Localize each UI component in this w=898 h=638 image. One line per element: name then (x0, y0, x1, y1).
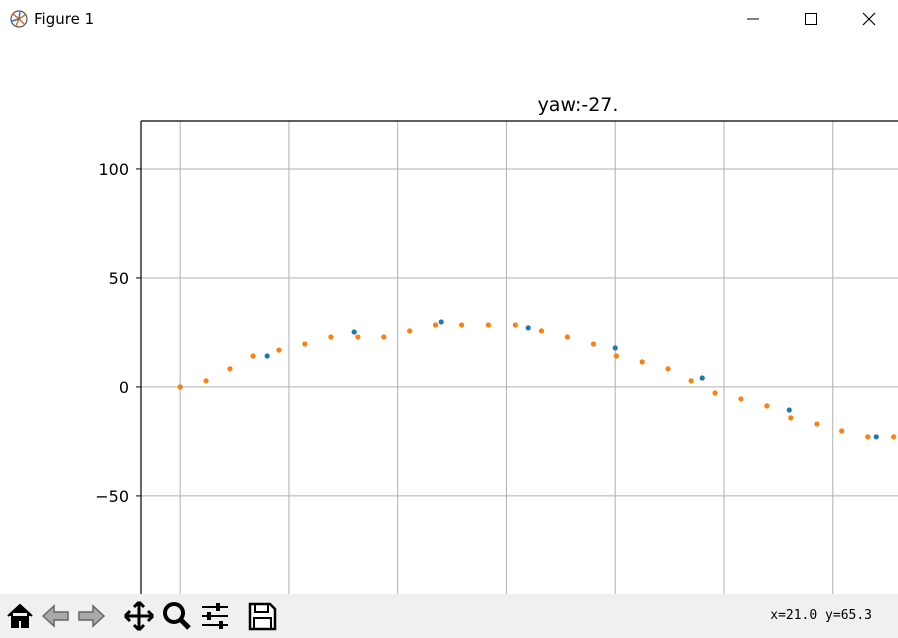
title-bar: Figure 1 (0, 0, 898, 38)
data-point (432, 322, 439, 328)
y-tick-label: 0 (119, 378, 129, 397)
data-point (788, 415, 794, 421)
data-point (865, 434, 871, 440)
data-point (839, 428, 845, 434)
maximize-button[interactable] (801, 9, 821, 29)
data-point (873, 434, 879, 440)
data-point (712, 390, 718, 396)
data-point (250, 353, 256, 359)
home-button[interactable] (3, 599, 37, 633)
chart-title: yaw:-27. (538, 94, 619, 116)
forward-button[interactable] (74, 599, 108, 633)
data-point (538, 328, 545, 334)
toolbar: x=21.0 y=65.3 (0, 594, 898, 638)
data-point (203, 378, 209, 384)
data-point (738, 396, 744, 402)
data-point (525, 325, 531, 331)
y-tick-label: −50 (95, 487, 129, 506)
data-point (814, 421, 820, 427)
data-point (764, 403, 770, 409)
data-point (355, 334, 361, 340)
data-point (381, 334, 387, 340)
data-point (351, 329, 357, 335)
data-point (438, 319, 444, 325)
pan-button[interactable] (122, 599, 156, 633)
data-point (612, 345, 618, 351)
data-point (613, 353, 619, 359)
data-point (590, 341, 597, 347)
data-point (786, 407, 792, 413)
data-point (688, 378, 694, 384)
y-tick-label: 50 (109, 269, 129, 288)
data-point (699, 375, 705, 381)
data-point (264, 353, 270, 359)
window-title: Figure 1 (34, 10, 95, 28)
data-point (891, 434, 897, 440)
close-button[interactable] (859, 9, 879, 29)
data-point (328, 334, 334, 340)
data-point (512, 322, 518, 328)
app-icon (10, 10, 28, 28)
data-point (302, 341, 308, 347)
configure-button[interactable] (198, 599, 232, 633)
data-point (639, 359, 645, 365)
y-tick-label: 100 (98, 160, 129, 179)
data-point (407, 328, 413, 334)
data-point (276, 347, 282, 353)
data-point (564, 334, 570, 340)
chart: yaw:-27. 100 50 0 −50 (95, 94, 898, 594)
zoom-button[interactable] (160, 599, 194, 633)
minimize-button[interactable] (743, 9, 763, 29)
data-point (665, 366, 671, 372)
data-point (227, 366, 233, 372)
data-point (177, 384, 183, 390)
back-button[interactable] (39, 599, 73, 633)
save-button[interactable] (245, 599, 279, 633)
cursor-status: x=21.0 y=65.3 (770, 608, 872, 623)
data-point (459, 322, 465, 328)
data-point (485, 322, 491, 328)
